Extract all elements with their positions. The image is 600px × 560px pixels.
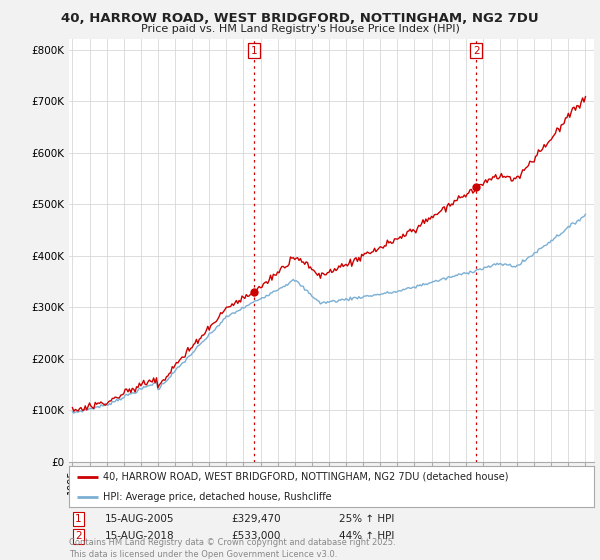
Text: 2: 2 xyxy=(473,45,479,55)
Text: 40, HARROW ROAD, WEST BRIDGFORD, NOTTINGHAM, NG2 7DU (detached house): 40, HARROW ROAD, WEST BRIDGFORD, NOTTING… xyxy=(103,472,509,482)
Text: 40, HARROW ROAD, WEST BRIDGFORD, NOTTINGHAM, NG2 7DU: 40, HARROW ROAD, WEST BRIDGFORD, NOTTING… xyxy=(61,12,539,25)
Text: 15-AUG-2005: 15-AUG-2005 xyxy=(105,514,175,524)
Text: Contains HM Land Registry data © Crown copyright and database right 2025.
This d: Contains HM Land Registry data © Crown c… xyxy=(69,538,395,559)
Text: HPI: Average price, detached house, Rushcliffe: HPI: Average price, detached house, Rush… xyxy=(103,492,332,502)
Text: £533,000: £533,000 xyxy=(231,531,280,542)
Text: 25% ↑ HPI: 25% ↑ HPI xyxy=(339,514,394,524)
Text: 15-AUG-2018: 15-AUG-2018 xyxy=(105,531,175,542)
Text: Price paid vs. HM Land Registry's House Price Index (HPI): Price paid vs. HM Land Registry's House … xyxy=(140,24,460,34)
Text: 44% ↑ HPI: 44% ↑ HPI xyxy=(339,531,394,542)
Text: 1: 1 xyxy=(251,45,257,55)
Text: 1: 1 xyxy=(75,514,82,524)
Text: £329,470: £329,470 xyxy=(231,514,281,524)
Text: 2: 2 xyxy=(75,531,82,542)
